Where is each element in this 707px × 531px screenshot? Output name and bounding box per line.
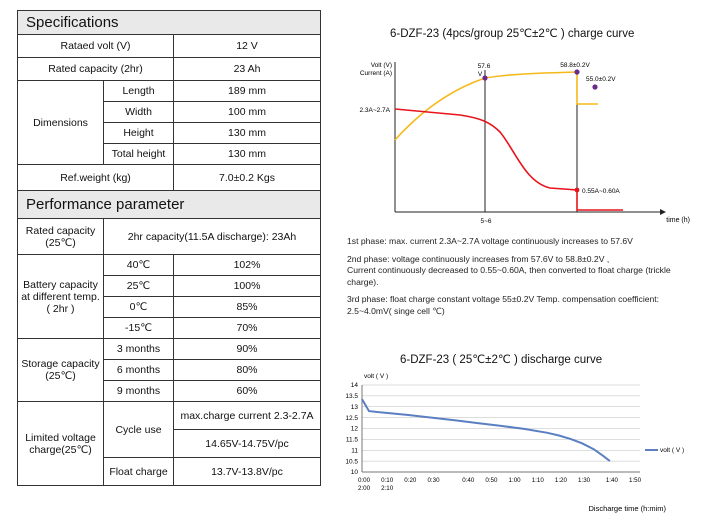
perf-rated-capacity-label: Rated capacity (25℃): [17, 218, 104, 255]
storage-period-value: 80%: [172, 359, 322, 381]
annotation-588: 58.8±0.2V: [560, 62, 590, 69]
note-phase-2b: Current continuously decreased to 0.55~0…: [347, 265, 671, 287]
temp-value: 70%: [172, 317, 322, 339]
charge-x-tick: 5~6: [480, 218, 491, 225]
note-phase-1: 1st phase: max. current 2.3A~2.7A voltag…: [347, 236, 633, 246]
x-tick-label: 1:20: [555, 477, 568, 484]
x-tick-label: 0:40: [462, 477, 475, 484]
charge-current-curve: [394, 108, 623, 211]
charge-curve-title: 6-DZF-23 (4pcs/group 25℃±2℃ ) charge cur…: [390, 28, 635, 40]
rated-capacity-label: Rated capacity (2hr): [17, 57, 174, 81]
charge-y-label-current: Current (A): [360, 70, 392, 77]
x-tick-label: 1:40: [606, 477, 619, 484]
float-charge-label: Float charge: [103, 457, 174, 486]
y-tick-label: 11: [351, 447, 358, 454]
x-tick-label-row2: 2:00: [358, 485, 371, 492]
y-tick-label: 12: [351, 426, 359, 433]
x-tick-label: 1:50: [629, 477, 642, 484]
length-label: Length: [103, 80, 174, 102]
voltage-550-marker: [592, 84, 598, 90]
legend-label: volt ( V ): [660, 447, 684, 454]
annotation-550: 55.0±0.2V: [586, 76, 616, 83]
perf-section-title: Performance parameter: [16, 190, 322, 219]
storage-period-label: 6 months: [103, 359, 174, 381]
discharge-curve-title: 6-DZF-23 ( 25℃±2℃ ) discharge curve: [400, 354, 603, 366]
voltage-576-marker: [482, 75, 488, 81]
height-value: 130 mm: [172, 122, 322, 144]
charge-notes: 1st phase: max. current 2.3A~2.7A voltag…: [347, 236, 702, 323]
temp-value: 100%: [172, 275, 322, 297]
y-tick-label: 13: [351, 404, 359, 411]
height-label: Height: [103, 122, 174, 144]
total-height-value: 130 mm: [172, 143, 322, 165]
storage-capacity-label: Storage capacity (25℃): [17, 338, 104, 402]
discharge-series-line: [361, 398, 611, 462]
cycle-use-label: Cycle use: [103, 401, 174, 458]
y-tick-label: 11.5: [346, 437, 359, 444]
rated-volt-label: Rataed volt (V): [17, 34, 174, 58]
weight-value: 7.0±0.2 Kgs: [172, 164, 322, 191]
length-value: 189 mm: [172, 80, 322, 102]
width-label: Width: [103, 101, 174, 123]
perf-rated-capacity-value: 2hr capacity(11.5A discharge): 23Ah: [102, 218, 322, 255]
discharge-x-label: Discharge time (h:mim): [588, 504, 666, 513]
x-tick-label: 1:10: [532, 477, 545, 484]
charge-x-label: time (h): [666, 217, 690, 224]
charge-x-arrow: [660, 209, 666, 215]
note-phase-2a: 2nd phase: voltage continuously increase…: [347, 253, 610, 264]
x-tick-label: 1:30: [578, 477, 591, 484]
temp-label: 40℃: [103, 254, 174, 276]
temp-label: -15℃: [103, 317, 174, 339]
storage-period-label: 3 months: [103, 338, 174, 360]
voltage-588-marker: [574, 69, 580, 75]
annotation-576: 57.6: [478, 63, 491, 70]
rated-capacity-value: 23 Ah: [172, 57, 322, 81]
charge-curve-diagram: Volt (V) Current (A) time (h) 5~6 57.6 V…: [359, 62, 690, 225]
annotation-576-unit: V: [478, 71, 483, 78]
storage-period-label: 9 months: [103, 380, 174, 402]
temp-label: 0℃: [103, 296, 174, 318]
temp-value: 102%: [172, 254, 322, 276]
temp-label: 25℃: [103, 275, 174, 297]
x-tick-label: 1:00: [509, 477, 522, 484]
storage-period-value: 60%: [172, 380, 322, 402]
weight-label: Ref.weight (kg): [17, 164, 174, 191]
x-tick-label: 0:00: [358, 477, 371, 484]
battery-capacity-label: Battery capacity at different temp. ( 2h…: [17, 254, 104, 339]
x-tick-label-row2: 2:10: [381, 485, 394, 492]
y-tick-label: 13.5: [345, 393, 358, 400]
cycle-current-value: max.charge current 2.3-2.7A: [172, 401, 322, 430]
x-tick-label: 0:30: [427, 477, 440, 484]
y-tick-label: 10: [351, 469, 359, 476]
temp-value: 85%: [172, 296, 322, 318]
y-tick-label: 14: [351, 382, 359, 389]
limited-voltage-label: Limited voltage charge(25℃): [17, 401, 104, 486]
current-float-marker: [574, 187, 580, 193]
x-tick-label: 0:20: [404, 477, 417, 484]
spec-table: Specifications Rataed volt (V) 12 V Rate…: [16, 10, 322, 486]
float-charge-value: 13.7V-13.8V/pc: [172, 457, 322, 486]
discharge-y-label: volt ( V ): [364, 373, 388, 380]
cycle-voltage-value: 14.65V-14.75V/pc: [172, 429, 322, 458]
spec-section-title: Specifications: [16, 10, 322, 35]
total-height-label: Total height: [103, 143, 174, 165]
annotation-current: 2.3A~2.7A: [359, 107, 390, 114]
annotation-float-current: 0.55A~0.60A: [582, 188, 620, 195]
y-tick-label: 10.5: [345, 458, 358, 465]
x-tick-label: 0:10: [381, 477, 394, 484]
discharge-chart: volt ( V ) 14 13.5 13 12.5 12 11.5 11 10.5 10 0:…: [345, 373, 684, 513]
charge-y-label-volt: Volt (V): [371, 62, 392, 69]
x-tick-label: 0:50: [485, 477, 498, 484]
storage-period-value: 90%: [172, 338, 322, 360]
note-phase-3: 3rd phase: float charge constant voltage…: [347, 294, 660, 316]
width-value: 100 mm: [172, 101, 322, 123]
dimensions-label: Dimensions: [17, 80, 104, 165]
rated-volt-value: 12 V: [172, 34, 322, 58]
y-tick-label: 12.5: [345, 415, 358, 422]
